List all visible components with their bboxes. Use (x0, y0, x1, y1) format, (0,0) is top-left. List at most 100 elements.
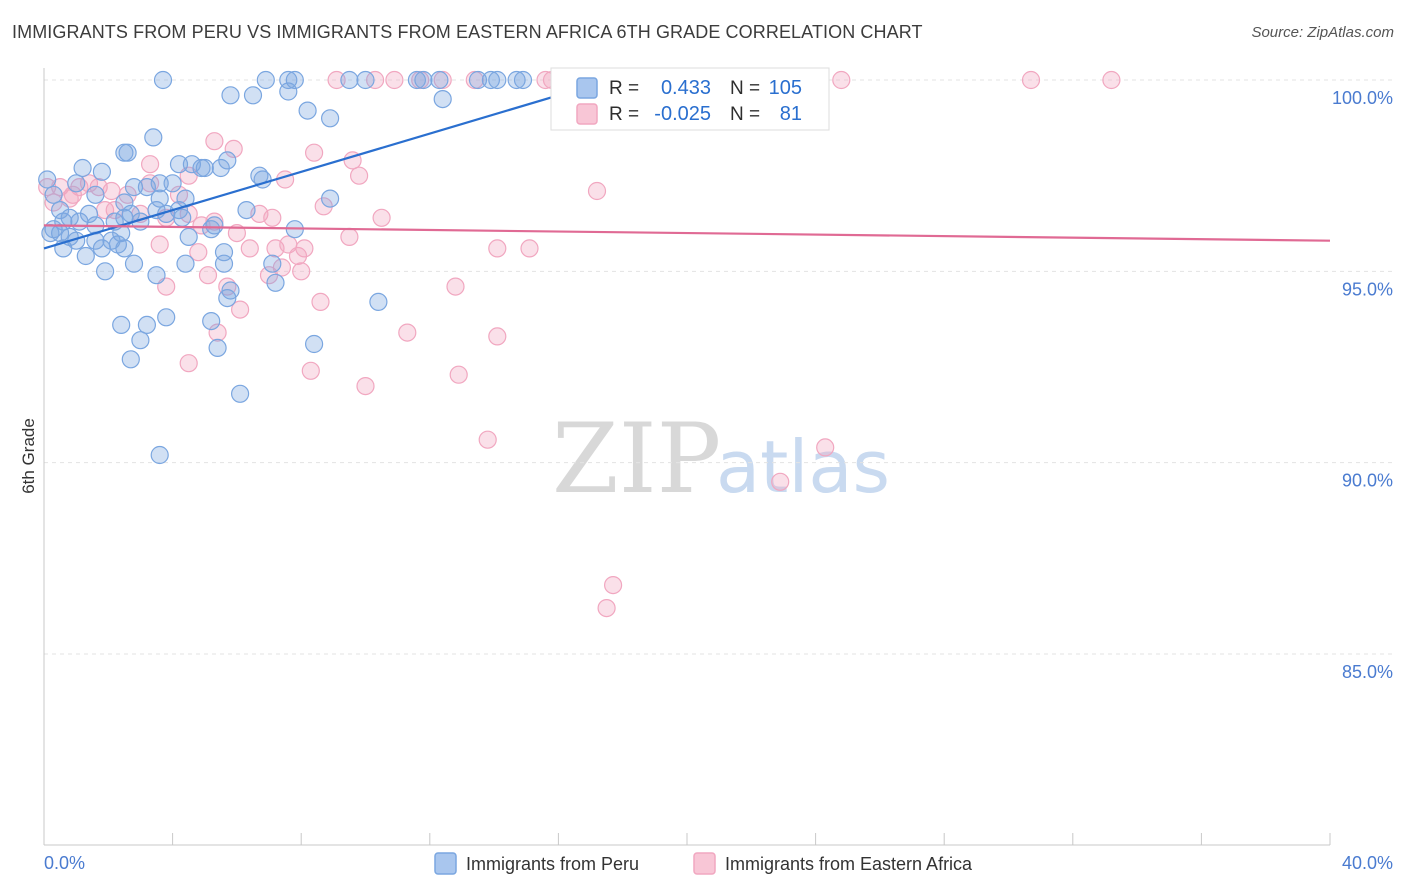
legend-stats: R = 0.433 N = 105 R = -0.025 N = 81 (550, 67, 830, 131)
eafrica-point-62 (446, 277, 465, 296)
series-eastern-africa-points (38, 70, 1121, 618)
peru-point-92 (202, 312, 221, 331)
peru-point-9 (468, 70, 488, 90)
eafrica-point-64 (488, 327, 507, 346)
eafrica-point-45 (150, 235, 169, 254)
x-tick-label-max: 40.0% (1342, 853, 1393, 873)
eafrica-point-19 (350, 166, 369, 185)
peru-point-89 (112, 315, 131, 334)
eafrica-point-57 (259, 266, 279, 285)
peru-point-83 (214, 243, 234, 262)
peru-point-38 (150, 174, 169, 193)
peru-point-42 (115, 193, 134, 212)
peru-point-51 (237, 201, 256, 220)
eafrica-point-0 (327, 70, 346, 90)
legend-peru-r-label: R = (609, 78, 639, 99)
legend-bottom-eafrica-label: Immigrants from Eastern Africa (725, 854, 973, 874)
peru-point-34 (38, 170, 57, 189)
legend-eafrica-swatch (576, 103, 598, 125)
eafrica-point-44 (372, 208, 391, 227)
eafrica-point-2 (385, 70, 404, 90)
eafrica-point-14 (305, 143, 324, 162)
eafrica-point-66 (179, 354, 198, 373)
peru-point-7 (414, 70, 433, 90)
chart-title: IMMIGRANTS FROM PERU VS IMMIGRANTS FROM … (12, 22, 923, 42)
eafrica-point-72 (771, 472, 790, 491)
peru-point-36 (124, 178, 144, 197)
source-credit: Source: ZipAtlas.com (1251, 24, 1394, 41)
peru-point-1 (256, 70, 275, 90)
eafrica-point-55 (198, 266, 218, 285)
peru-point-0 (153, 70, 173, 90)
legend-eafrica-r-label: R = (609, 104, 639, 125)
eafrica-point-50 (288, 246, 308, 266)
peru-point-6 (407, 70, 426, 90)
y-tick-label-85: 85.0% (1342, 662, 1393, 682)
eafrica-point-61 (311, 292, 330, 311)
peru-point-93 (131, 331, 150, 350)
y-tick-label-95: 95.0% (1342, 279, 1393, 299)
peru-point-40 (44, 185, 63, 204)
peru-point-77 (76, 246, 95, 266)
peru-point-78 (95, 262, 115, 281)
peru-point-90 (137, 315, 156, 334)
eafrica-point-11 (1102, 70, 1121, 90)
eafrica-point-13 (224, 139, 243, 158)
peru-point-99 (73, 158, 92, 178)
eafrica-point-25 (79, 174, 99, 193)
watermark: ZIP atlas (552, 403, 890, 515)
eafrica-point-68 (356, 377, 375, 396)
peru-point-22 (144, 128, 163, 147)
eafrica-point-16 (141, 155, 160, 174)
peru-point-3 (285, 70, 304, 90)
eafrica-point-71 (816, 438, 835, 457)
peru-point-47 (79, 204, 99, 223)
peru-point-13 (513, 70, 533, 90)
peru-point-5 (356, 70, 375, 90)
peru-point-8 (430, 70, 449, 90)
eafrica-point-52 (295, 239, 314, 258)
y-tick-label-90: 90.0% (1342, 471, 1393, 491)
eafrica-point-47 (240, 239, 259, 258)
peru-point-98 (150, 445, 169, 465)
trend-lines (43, 75, 1331, 250)
peru-point-97 (231, 384, 250, 403)
eafrica-point-58 (292, 262, 311, 281)
eafrica-point-67 (301, 361, 320, 380)
eafrica-point-9 (832, 70, 851, 90)
peru-point-72 (115, 239, 134, 258)
gridlines (44, 79, 1393, 655)
peru-point-28 (195, 158, 214, 178)
peru-point-46 (50, 201, 70, 220)
y-axis-title: 6th Grade (19, 418, 38, 494)
legend-eafrica-r-value: -0.025 (654, 103, 711, 125)
eafrica-point-1 (366, 70, 385, 90)
peru-point-35 (67, 174, 86, 193)
peru-point-41 (86, 185, 105, 204)
eafrica-point-70 (478, 430, 497, 449)
peru-point-29 (211, 158, 230, 178)
legend-peru-swatch (576, 77, 598, 99)
peru-point-88 (221, 281, 240, 300)
eafrica-point-46 (189, 243, 208, 262)
y-tick-labels: 85.0% 90.0% 95.0% 100.0% (1332, 88, 1393, 682)
legend-eafrica-n-label: N = (730, 104, 760, 125)
peru-point-30 (218, 151, 237, 170)
peru-point-16 (221, 86, 240, 105)
eafrica-point-69 (449, 365, 468, 384)
eafrica-point-53 (488, 239, 507, 258)
eafrica-point-74 (597, 598, 616, 618)
peru-point-10 (481, 70, 500, 90)
y-tick-label-100: 100.0% (1332, 88, 1393, 108)
peru-point-91 (157, 308, 176, 327)
peru-point-25 (169, 155, 189, 174)
eafrica-point-41 (263, 208, 282, 227)
peru-point-73 (179, 227, 198, 246)
watermark-zip: ZIP (552, 403, 721, 515)
eafrica-point-60 (231, 300, 250, 319)
peru-point-55 (70, 212, 89, 231)
legend-peru-n-label: N = (730, 78, 760, 99)
eafrica-point-73 (603, 575, 623, 595)
legend-peru-n-value: 105 (769, 77, 802, 99)
eafrica-point-63 (398, 323, 417, 342)
